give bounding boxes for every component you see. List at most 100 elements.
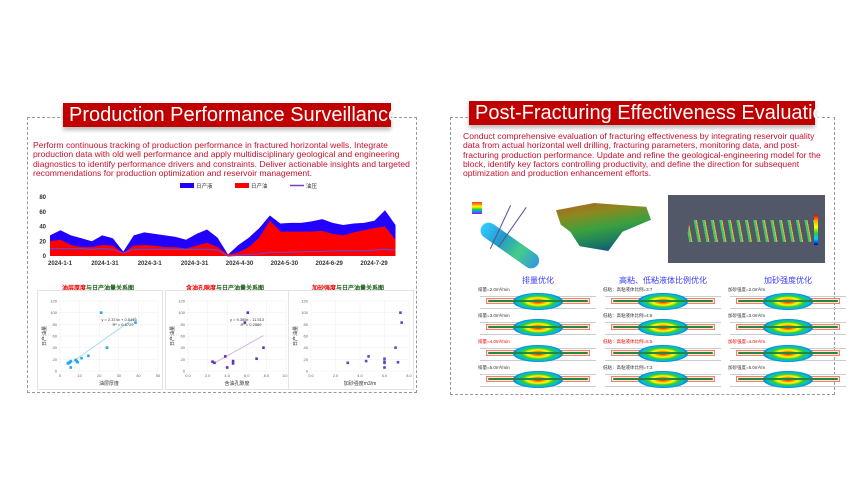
data-point (225, 366, 229, 369)
data-point (396, 360, 400, 364)
data-point (231, 359, 235, 363)
trendline (67, 316, 136, 366)
legend-swatch (180, 183, 194, 188)
y-tick-label: 40 (39, 225, 46, 231)
x-tick-label: 40 (136, 373, 141, 378)
data-point (246, 311, 250, 314)
data-point (394, 346, 397, 349)
x-tick-label: 10 (77, 373, 82, 378)
fracture-wing (613, 352, 713, 354)
x-tick-label: 0.0 (308, 373, 314, 378)
y-tick-label: 120 (50, 299, 57, 304)
fracture-wing (613, 378, 713, 380)
column-title: 高粘、低粘液体比例优化 (619, 276, 707, 285)
x-tick-label: 2024-6-29 (316, 261, 344, 267)
legend-label: 日产液 (196, 182, 213, 190)
y-tick-label: 40 (53, 345, 58, 350)
y-tick-label: 40 (304, 345, 309, 350)
x-axis-label: 加砂强度m3/m (344, 380, 377, 387)
x-tick-label: 4.0 (224, 373, 230, 378)
y-tick-label: 60 (304, 334, 309, 339)
optimization-column: 加砂强度优化 加砂强度=2.0m³/m 加砂强度=3.0m³/m 加砂强度=4.0m³… (728, 275, 848, 391)
y-tick-label: 0 (306, 369, 309, 374)
simulation-item: 排量=2.0m³/min (478, 287, 598, 313)
x-tick-label: 2024-7-29 (360, 261, 388, 267)
y-tick-label: 80 (53, 322, 58, 327)
simulation-label: 排量=4.0m³/min (478, 339, 510, 344)
data-point (223, 355, 227, 358)
r-squared: R² = 0.6729 (112, 322, 134, 327)
fracture-wing (488, 300, 588, 302)
data-point (383, 366, 386, 369)
data-point (69, 359, 73, 363)
y-tick-label: 0 (55, 369, 58, 374)
simulation-item: 排量=4.0m³/min (478, 339, 598, 365)
y-tick-label: 20 (53, 357, 58, 362)
x-tick-label: 2024-1-31 (91, 261, 119, 267)
data-point (383, 357, 386, 361)
data-point (399, 311, 402, 314)
simulation-item: 低粘：高粘液体比例=4:6 (603, 313, 723, 339)
x-tick-label: 2024-3-31 (181, 261, 209, 267)
data-point (243, 321, 247, 324)
simulation-label: 加砂强度=4.0m³/m (728, 339, 766, 344)
y-tick-label: 0 (183, 369, 186, 374)
x-tick-label: 30 (117, 373, 122, 378)
data-point (255, 357, 258, 361)
fracture-wing (738, 378, 838, 380)
data-point (383, 361, 386, 365)
y-tick-label: 80 (181, 322, 186, 327)
y-tick-label: 120 (301, 299, 308, 304)
data-point (211, 360, 214, 363)
x-tick-label: 6.0 (244, 373, 250, 378)
data-point (134, 321, 137, 324)
y-tick-label: 120 (178, 299, 185, 304)
well-trajectory-model-image (470, 198, 545, 272)
fracture-simulation-image (668, 195, 825, 263)
production-surveillance-title: Production Performance Surveillance (63, 103, 399, 127)
simulation-item: 排量=3.0m³/min (478, 313, 598, 339)
x-tick-label: 2024-4-30 (226, 261, 254, 267)
legend-swatch (235, 183, 249, 188)
scatter-title-1: 油层厚度与日产油量关系图 (61, 286, 135, 292)
r-squared: R² = 0.2589 (240, 322, 262, 327)
optimization-column: 高粘、低粘液体比例优化 低粘：高粘液体比例=3:7 低粘：高粘液体比例=4:6 低粘：… (603, 275, 723, 391)
y-tick-label: 60 (39, 210, 46, 216)
y-tick-label: 100 (50, 310, 57, 315)
x-tick-label: 2024-3-1 (138, 261, 163, 267)
data-point (346, 361, 350, 365)
production-time-series-chart: 日产液 日产油 油压 0 20 40 60 80 2024-1-1 2024-1-31 2024-3… (39, 182, 396, 267)
y-tick-label: 20 (181, 357, 186, 362)
data-point (80, 356, 83, 360)
simulation-label: 排量=5.0m³/min (478, 365, 510, 370)
y-tick-label: 60 (53, 334, 58, 339)
optimization-column: 排量优化 排量=2.0m³/min 排量=3.0m³/min 排量=4.0m³/min… (478, 275, 598, 391)
legend-label: 油压 (306, 182, 318, 190)
scatter-title-2: 含油孔隙度与日产油量关系图 (185, 286, 265, 292)
y-axis-label: 日产油量 (292, 326, 299, 346)
x-tick-label: 2.0 (333, 373, 339, 378)
x-tick-label: 20 (97, 373, 102, 378)
fracture-wing (613, 300, 713, 302)
data-point (76, 360, 79, 364)
simulation-item: 低粘：高粘液体比例=7:3 (603, 365, 723, 391)
trend-equation: y = 2.374x + 0.5446 (101, 317, 137, 322)
x-tick-label: 2024-5-30 (271, 261, 299, 267)
data-point (105, 346, 109, 349)
simulation-label: 加砂强度=2.0m³/m (728, 287, 766, 292)
y-tick-label: 20 (304, 357, 309, 362)
trend-equation: y = 9.385x - 11.513 (230, 317, 265, 322)
data-point (87, 354, 90, 358)
y-tick-label: 80 (304, 322, 309, 327)
simulation-label: 排量=2.0m³/min (478, 287, 510, 292)
x-axis-label: 油层厚度 (99, 380, 119, 387)
simulation-label: 低粘：高粘液体比例=4:6 (603, 313, 653, 318)
data-point (400, 321, 403, 324)
simulation-label: 排量=3.0m³/min (478, 313, 510, 318)
y-axis-label: 日产油量 (41, 326, 48, 346)
fracture-wing (488, 378, 588, 380)
column-title: 加砂强度优化 (764, 276, 812, 285)
simulation-item: 排量=5.0m³/min (478, 365, 598, 391)
x-tick-label: 8.0 (264, 373, 270, 378)
x-tick-label: 8.0 (406, 373, 412, 378)
